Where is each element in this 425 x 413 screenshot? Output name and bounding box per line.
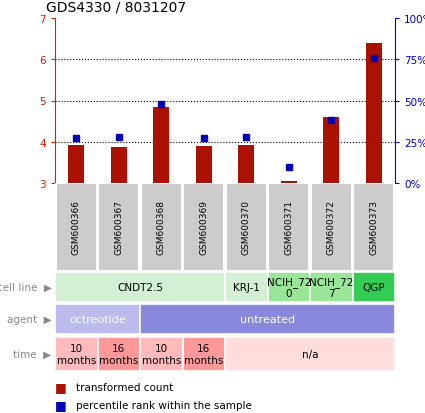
Bar bbox=[366, 44, 382, 183]
Bar bbox=[110, 148, 127, 183]
Bar bbox=[55, 273, 225, 302]
Text: GSM600366: GSM600366 bbox=[72, 200, 81, 255]
Text: GDS4330 / 8031207: GDS4330 / 8031207 bbox=[46, 1, 187, 15]
Bar bbox=[352, 273, 395, 302]
Bar bbox=[182, 337, 225, 372]
Bar bbox=[183, 183, 224, 271]
Text: GSM600371: GSM600371 bbox=[284, 200, 293, 255]
Text: agent  ▶: agent ▶ bbox=[7, 314, 51, 324]
Text: NCIH_72
7: NCIH_72 7 bbox=[309, 276, 354, 299]
Text: GSM600367: GSM600367 bbox=[114, 200, 123, 255]
Bar bbox=[68, 145, 84, 183]
Text: untreated: untreated bbox=[240, 314, 295, 324]
Text: KRJ-1: KRJ-1 bbox=[233, 282, 260, 292]
Bar bbox=[323, 118, 339, 183]
Bar bbox=[225, 337, 395, 372]
Text: QGP: QGP bbox=[363, 282, 385, 292]
Text: 10
months: 10 months bbox=[57, 343, 96, 365]
Text: 16
months: 16 months bbox=[184, 343, 224, 365]
Bar bbox=[280, 181, 297, 183]
Bar bbox=[310, 273, 352, 302]
Bar bbox=[141, 183, 181, 271]
Text: GSM600369: GSM600369 bbox=[199, 200, 208, 255]
Text: transformed count: transformed count bbox=[76, 382, 173, 392]
Text: 10
months: 10 months bbox=[142, 343, 181, 365]
Text: percentile rank within the sample: percentile rank within the sample bbox=[76, 400, 252, 410]
Text: time  ▶: time ▶ bbox=[14, 349, 51, 359]
Bar bbox=[97, 337, 140, 372]
Bar bbox=[98, 183, 139, 271]
Text: octreotide: octreotide bbox=[69, 314, 126, 324]
Text: 16
months: 16 months bbox=[99, 343, 139, 365]
Bar bbox=[311, 183, 351, 271]
Bar bbox=[196, 147, 212, 183]
Text: CNDT2.5: CNDT2.5 bbox=[117, 282, 163, 292]
Text: GSM600373: GSM600373 bbox=[369, 200, 378, 255]
Bar bbox=[55, 304, 140, 334]
Text: ■: ■ bbox=[55, 380, 67, 394]
Bar bbox=[226, 183, 266, 271]
Bar bbox=[225, 273, 267, 302]
Bar bbox=[353, 183, 394, 271]
Bar bbox=[56, 183, 96, 271]
Bar bbox=[140, 304, 395, 334]
Text: GSM600372: GSM600372 bbox=[327, 200, 336, 255]
Text: n/a: n/a bbox=[302, 349, 318, 359]
Bar bbox=[238, 145, 254, 183]
Bar bbox=[268, 183, 309, 271]
Bar bbox=[153, 107, 169, 183]
Bar bbox=[267, 273, 310, 302]
Text: NCIH_72
0: NCIH_72 0 bbox=[266, 276, 311, 299]
Text: GSM600370: GSM600370 bbox=[242, 200, 251, 255]
Text: ■: ■ bbox=[55, 399, 67, 411]
Bar bbox=[55, 337, 97, 372]
Bar bbox=[140, 337, 182, 372]
Text: GSM600368: GSM600368 bbox=[157, 200, 166, 255]
Text: cell line  ▶: cell line ▶ bbox=[0, 282, 51, 292]
